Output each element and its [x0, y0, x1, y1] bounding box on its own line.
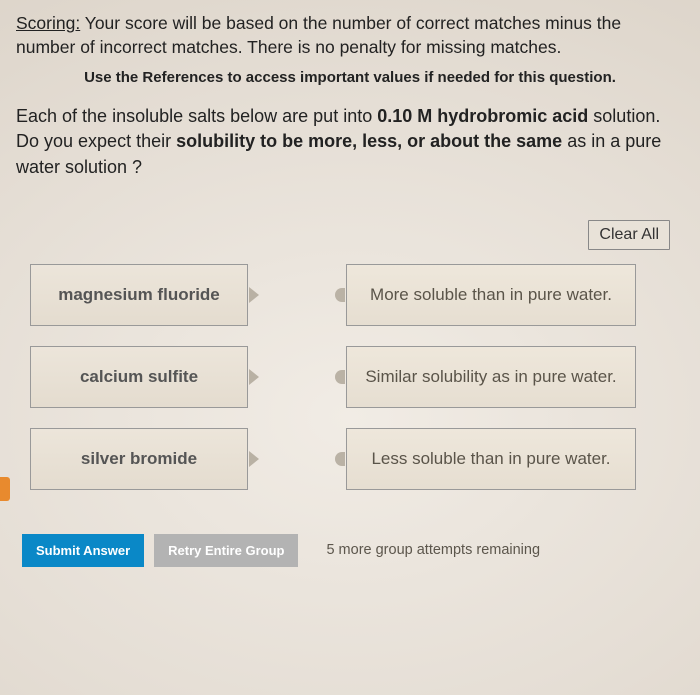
answer-card[interactable]: Less soluble than in pure water. — [346, 428, 636, 490]
scoring-label: Scoring: — [16, 13, 80, 33]
matching-area: magnesium fluoride More soluble than in … — [16, 264, 684, 510]
scoring-text: Scoring: Your score will be based on the… — [16, 12, 684, 59]
clear-all-row: Clear All — [16, 220, 684, 250]
submit-answer-button[interactable]: Submit Answer — [22, 534, 144, 567]
question-text: Each of the insoluble salts below are pu… — [16, 104, 684, 180]
answer-card[interactable]: More soluble than in pure water. — [346, 264, 636, 326]
page-edge-marker — [0, 477, 10, 501]
answer-label: Less soluble than in pure water. — [371, 448, 610, 469]
footer-bar: Submit Answer Retry Entire Group 5 more … — [16, 534, 684, 567]
clear-all-button[interactable]: Clear All — [588, 220, 670, 250]
salt-label: calcium sulfite — [80, 367, 198, 387]
salt-card[interactable]: silver bromide — [30, 428, 248, 490]
match-row: silver bromide Less soluble than in pure… — [30, 428, 676, 490]
row-gap — [248, 346, 346, 408]
answer-card[interactable]: Similar solubility as in pure water. — [346, 346, 636, 408]
row-gap — [248, 264, 346, 326]
answer-label: More soluble than in pure water. — [370, 284, 612, 305]
row-gap — [248, 428, 346, 490]
salt-card[interactable]: magnesium fluoride — [30, 264, 248, 326]
attempts-remaining: 5 more group attempts remaining — [326, 542, 540, 558]
salt-card[interactable]: calcium sulfite — [30, 346, 248, 408]
scoring-body: Your score will be based on the number o… — [16, 13, 621, 57]
match-row: magnesium fluoride More soluble than in … — [30, 264, 676, 326]
salt-label: magnesium fluoride — [58, 285, 220, 305]
match-row: calcium sulfite Similar solubility as in… — [30, 346, 676, 408]
references-hint: Use the References to access important v… — [16, 69, 684, 86]
retry-group-button[interactable]: Retry Entire Group — [154, 534, 298, 567]
salt-label: silver bromide — [81, 449, 197, 469]
answer-label: Similar solubility as in pure water. — [365, 366, 616, 387]
